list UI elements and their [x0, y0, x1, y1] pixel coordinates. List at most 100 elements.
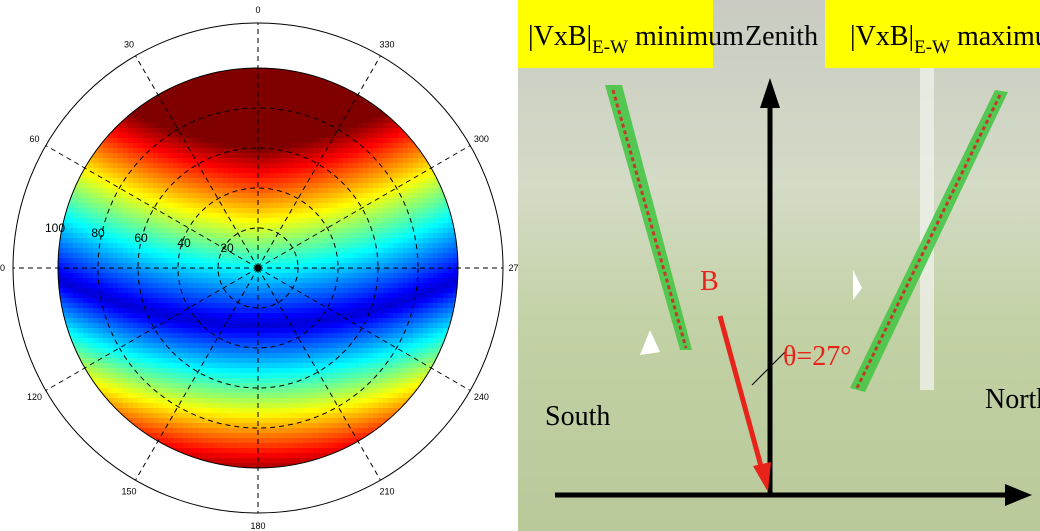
heat-cell — [448, 253, 454, 259]
heat-cell — [338, 328, 344, 334]
heat-cell — [313, 88, 319, 94]
heat-cell — [233, 88, 239, 94]
heat-cell — [333, 363, 339, 369]
heat-cell — [118, 303, 124, 309]
heat-cell — [103, 168, 109, 174]
heat-cell — [233, 153, 239, 159]
heat-cell — [158, 123, 164, 129]
heat-cell — [268, 308, 274, 314]
heat-cell — [368, 148, 374, 154]
heat-cell — [198, 343, 204, 349]
heat-cell — [88, 193, 94, 199]
heat-cell — [293, 343, 299, 349]
heat-cell — [128, 118, 134, 124]
heat-cell — [138, 138, 144, 144]
heat-cell — [313, 363, 319, 369]
heat-cell — [348, 378, 354, 384]
heat-cell — [253, 313, 259, 319]
heat-cell — [123, 278, 129, 284]
heat-cell — [183, 193, 189, 199]
heat-cell — [303, 383, 309, 389]
heat-cell — [358, 243, 364, 249]
heat-cell — [358, 228, 364, 234]
heat-cell — [123, 148, 129, 154]
heat-cell — [228, 308, 234, 314]
heat-cell — [263, 263, 269, 269]
heat-cell — [388, 268, 394, 274]
heat-cell — [328, 198, 334, 204]
heat-cell — [73, 243, 79, 249]
heat-cell — [163, 98, 169, 104]
heat-cell — [273, 408, 279, 414]
heat-cell — [273, 258, 279, 264]
heat-cell — [123, 353, 129, 359]
heat-cell — [93, 388, 99, 394]
heat-cell — [278, 393, 284, 399]
heat-cell — [143, 128, 149, 134]
heat-cell — [78, 288, 84, 294]
heat-cell — [323, 213, 329, 219]
heat-cell — [138, 223, 144, 229]
heat-cell — [418, 183, 424, 189]
heat-cell — [348, 268, 354, 274]
heat-cell — [363, 133, 369, 139]
heat-cell — [278, 418, 284, 424]
heat-cell — [153, 198, 159, 204]
heat-cell — [243, 163, 249, 169]
heat-cell — [88, 243, 94, 249]
heat-cell — [213, 428, 219, 434]
heat-cell — [293, 223, 299, 229]
heat-cell — [68, 283, 74, 289]
heat-cell — [198, 308, 204, 314]
heat-cell — [278, 83, 284, 89]
heat-cell — [303, 358, 309, 364]
heat-cell — [193, 318, 199, 324]
heat-cell — [198, 313, 204, 319]
heat-cell — [383, 243, 389, 249]
heat-cell — [158, 213, 164, 219]
heat-cell — [283, 198, 289, 204]
heat-cell — [263, 243, 269, 249]
heat-cell — [268, 398, 274, 404]
heat-cell — [388, 323, 394, 329]
heat-cell — [363, 338, 369, 344]
heat-cell — [368, 178, 374, 184]
heat-cell — [248, 303, 254, 309]
heat-cell — [443, 268, 449, 274]
heat-cell — [423, 283, 429, 289]
heat-cell — [113, 128, 119, 134]
heat-cell — [288, 148, 294, 154]
heat-cell — [93, 238, 99, 244]
heat-cell — [123, 218, 129, 224]
heat-cell — [223, 408, 229, 414]
heat-cell — [108, 378, 114, 384]
heat-cell — [283, 138, 289, 144]
heat-cell — [318, 273, 324, 279]
heat-cell — [423, 158, 429, 164]
heat-cell — [238, 133, 244, 139]
heat-cell — [248, 288, 254, 294]
heat-cell — [228, 158, 234, 164]
heat-cell — [393, 173, 399, 179]
heat-cell — [103, 308, 109, 314]
heat-cell — [323, 183, 329, 189]
heat-cell — [368, 288, 374, 294]
heat-cell — [233, 228, 239, 234]
heat-cell — [288, 288, 294, 294]
heat-cell — [308, 153, 314, 159]
heat-cell — [333, 278, 339, 284]
heat-cell — [193, 98, 199, 104]
heat-cell — [173, 88, 179, 94]
heat-cell — [178, 258, 184, 264]
heat-cell — [303, 128, 309, 134]
heat-cell — [298, 208, 304, 214]
heat-cell — [348, 278, 354, 284]
heat-cell — [188, 353, 194, 359]
heat-cell — [278, 238, 284, 244]
heat-cell — [298, 338, 304, 344]
heat-cell — [443, 183, 449, 189]
heat-cell — [258, 428, 264, 434]
heat-cell — [128, 353, 134, 359]
heat-cell — [98, 198, 104, 204]
heat-cell — [148, 363, 154, 369]
